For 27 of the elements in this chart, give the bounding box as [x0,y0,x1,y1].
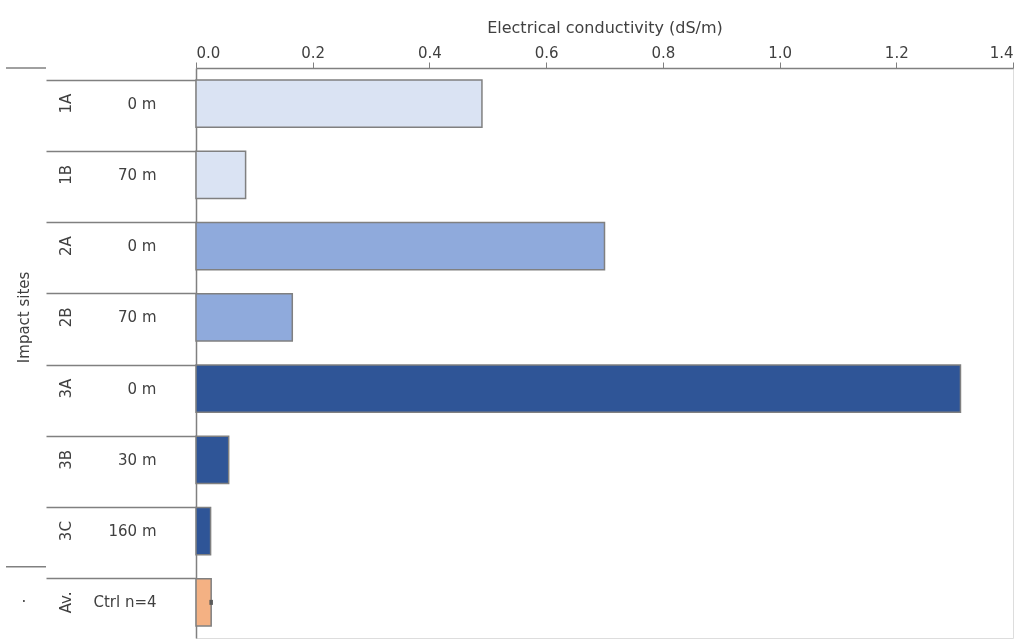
x-tick-label: 0.6 [534,43,559,62]
y-tick-label: Ctrl n=4 [93,593,157,612]
x-tick-label: 1.0 [768,43,792,62]
text: 3B [57,449,75,470]
text: 3C [57,521,75,542]
text: · [21,593,27,612]
text: 1A [57,92,75,114]
x-axis-title: Electrical conductivity (dS/m) [487,17,723,37]
y-tick-label: 0 m [127,237,157,256]
x-tick-label: 0.0 [196,43,221,62]
y-axis-title: Impact sites [15,271,33,364]
text: 2B [57,307,75,328]
y-tick-label: 0 m [127,94,157,113]
x-tick-label: 1.2 [884,43,909,62]
x-tick-label: 1.4 [989,43,1014,62]
text: 2A [57,235,75,257]
text: 1B [57,164,75,185]
y-tick-label: 70 m [118,308,157,327]
text: 3A [57,377,75,399]
y-tick-label: 30 m [118,450,157,469]
x-tick-label: 0.2 [301,43,326,62]
y-tick-label: 160 m [108,522,157,541]
x-tick-label: 0.8 [651,43,676,62]
text: Av. [57,591,75,614]
x-tick-label: 0.4 [418,43,442,62]
y-tick-label: 0 m [127,379,157,398]
y-tick-label: 70 m [118,165,157,184]
